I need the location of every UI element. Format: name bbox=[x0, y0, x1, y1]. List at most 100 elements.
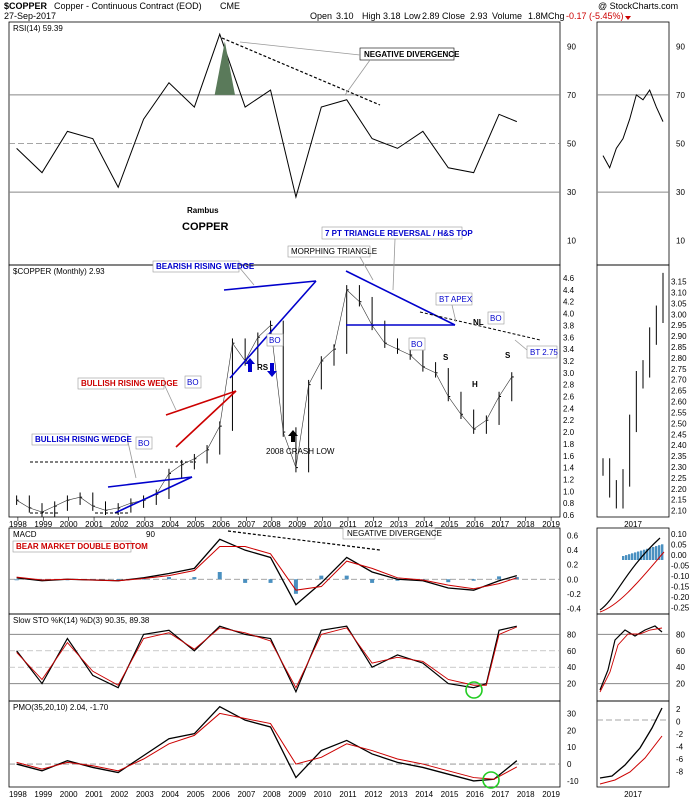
mini-price-tick-label: 2.75 bbox=[671, 365, 687, 374]
year-tick-label: 2017 bbox=[491, 520, 509, 529]
rsi-tick-label-small: 70 bbox=[676, 91, 685, 100]
mini-sto-tick-label: 20 bbox=[676, 680, 685, 689]
copper-label: COPPER bbox=[182, 221, 229, 233]
year-tick-label-bottom: 1999 bbox=[34, 790, 52, 799]
date-label: 27-Sep-2017 bbox=[4, 11, 56, 21]
year-tick-label-bottom: 2011 bbox=[339, 790, 357, 799]
macd-histogram-bar bbox=[471, 579, 476, 581]
bo-label-2: BO bbox=[187, 378, 199, 387]
mini-price-tick-label: 3.15 bbox=[671, 278, 687, 287]
year-tick-label-bottom: 2019 bbox=[542, 790, 560, 799]
mini-price-tick-label: 2.65 bbox=[671, 387, 687, 396]
neg-div-macd-label: NEGATIVE DIVERGENCE bbox=[347, 529, 442, 538]
year-tick-label-bottom: 2003 bbox=[136, 790, 154, 799]
neckline bbox=[419, 311, 541, 341]
bo-box-2 bbox=[184, 375, 202, 389]
neg-div-pointer-1 bbox=[239, 41, 361, 56]
macd-divergence-line bbox=[227, 530, 381, 551]
triangle-pointer bbox=[392, 238, 396, 291]
bo-label-5: BO bbox=[490, 314, 502, 323]
rsi-tick-label: 90 bbox=[567, 42, 576, 51]
brand-label: @ StockCharts.com bbox=[598, 1, 678, 11]
year-tick-label: 2007 bbox=[238, 520, 256, 529]
mini-price-tick-label: 2.60 bbox=[671, 398, 687, 407]
price-line bbox=[16, 289, 513, 513]
mini-price-tick-label: 3.05 bbox=[671, 299, 687, 308]
bt275-box bbox=[526, 345, 558, 359]
year-tick-label: 1999 bbox=[34, 520, 52, 529]
macd-histogram-bar bbox=[344, 575, 349, 580]
mini-macd-bar bbox=[634, 552, 637, 560]
mini-macd-bar bbox=[631, 553, 634, 560]
year-tick-label-bottom: 2006 bbox=[212, 790, 230, 799]
macd-tick-label: 0.2 bbox=[567, 561, 579, 570]
mini-pmo-tick-label: -2 bbox=[676, 730, 684, 739]
bo-label-3: BO bbox=[269, 336, 281, 345]
mini-rsi-line bbox=[602, 88, 664, 170]
mini-macd-tick-label: -0.20 bbox=[671, 593, 690, 602]
mini-price-tick-label: 2.10 bbox=[671, 507, 687, 516]
macd-histogram-bar bbox=[497, 576, 502, 580]
year-tick-label: 2002 bbox=[111, 520, 129, 529]
year-tick-label-bottom: 2008 bbox=[263, 790, 281, 799]
down-arrow-icon bbox=[625, 16, 631, 20]
year-tick-label: 2009 bbox=[288, 520, 306, 529]
mini-macd-bar bbox=[652, 547, 655, 560]
year-tick-label: 2010 bbox=[314, 520, 332, 529]
bearish-wedge-upper bbox=[223, 280, 317, 291]
year-tick-label-bottom: 2009 bbox=[288, 790, 306, 799]
year-tick-label-bottom: 2007 bbox=[238, 790, 256, 799]
year-tick-label: 2012 bbox=[364, 520, 382, 529]
bo-box-5 bbox=[487, 311, 505, 325]
price-tick-label: 2.8 bbox=[563, 381, 575, 390]
down-arrow-icon-2 bbox=[267, 363, 277, 377]
mini-macd-tick-label: 0.05 bbox=[671, 541, 687, 550]
crash-label: 2008 CRASH LOW bbox=[266, 447, 335, 456]
bullish-wedge-low-box bbox=[31, 433, 129, 446]
annotations: NEGATIVE DIVERGENCE Rambus COPPER 7 PT T… bbox=[12, 37, 558, 789]
macd-histogram-bar bbox=[217, 572, 222, 580]
macd-histogram-bar bbox=[14, 579, 19, 581]
neg-div-macd-box bbox=[342, 527, 436, 540]
mini-price-tick-label: 2.85 bbox=[671, 343, 687, 352]
macd-histogram-bar bbox=[116, 579, 121, 581]
mini-macd-bar bbox=[640, 550, 643, 560]
rambus-label: Rambus bbox=[187, 206, 219, 215]
bt-apex-box bbox=[435, 292, 473, 306]
year-tick-label-bottom: 2012 bbox=[364, 790, 382, 799]
year-tick-label-bottom: 2010 bbox=[314, 790, 332, 799]
low-value: 2.89 bbox=[422, 11, 440, 21]
open-label: Open bbox=[310, 11, 332, 21]
macd-histogram-bar bbox=[370, 579, 375, 583]
h-label: H bbox=[472, 380, 478, 389]
year-tick-label: 2018 bbox=[517, 520, 535, 529]
macd-histogram-bar bbox=[446, 579, 451, 583]
year-tick-label: 2016 bbox=[466, 520, 484, 529]
mini-pmo-signal bbox=[599, 735, 663, 785]
header: $COPPER Copper - Continuous Contract (EO… bbox=[4, 1, 678, 21]
price-tick-label: 2.0 bbox=[563, 428, 575, 437]
rsi-line bbox=[16, 32, 518, 199]
pmo-tick-label: -10 bbox=[567, 777, 579, 786]
mini-macd-bar bbox=[655, 546, 658, 560]
year-tick-label-bottom: 2014 bbox=[415, 790, 433, 799]
pmo-tick-label: 0 bbox=[567, 760, 572, 769]
mini-price-tick-label: 3.00 bbox=[671, 310, 687, 319]
mini-sto-tick-label: 60 bbox=[676, 647, 685, 656]
mini-macd-bar bbox=[661, 544, 664, 560]
price-tick-label: 1.2 bbox=[563, 475, 575, 484]
price-tick-label: 1.0 bbox=[563, 487, 575, 496]
mini-macd-tick-label: 0.10 bbox=[671, 530, 687, 539]
year-tick-label: 2008 bbox=[263, 520, 281, 529]
year-tick-label-bottom: 2016 bbox=[466, 790, 484, 799]
mini-macd-tick-label: -0.15 bbox=[671, 583, 690, 592]
marks-layer bbox=[14, 32, 665, 785]
mini-price-tick-label: 3.10 bbox=[671, 288, 687, 297]
year-tick-label-bottom: 2000 bbox=[60, 790, 78, 799]
open-value: 3.10 bbox=[336, 11, 354, 21]
bullish-wedge-low-label: BULLISH RISING WEDGE bbox=[35, 435, 133, 444]
bullish-wedge-top-pointer bbox=[163, 383, 177, 411]
nl-label: NL bbox=[473, 318, 484, 327]
mini-year-label-bottom: 2017 bbox=[624, 790, 642, 799]
sto-tick-label: 80 bbox=[567, 630, 576, 639]
